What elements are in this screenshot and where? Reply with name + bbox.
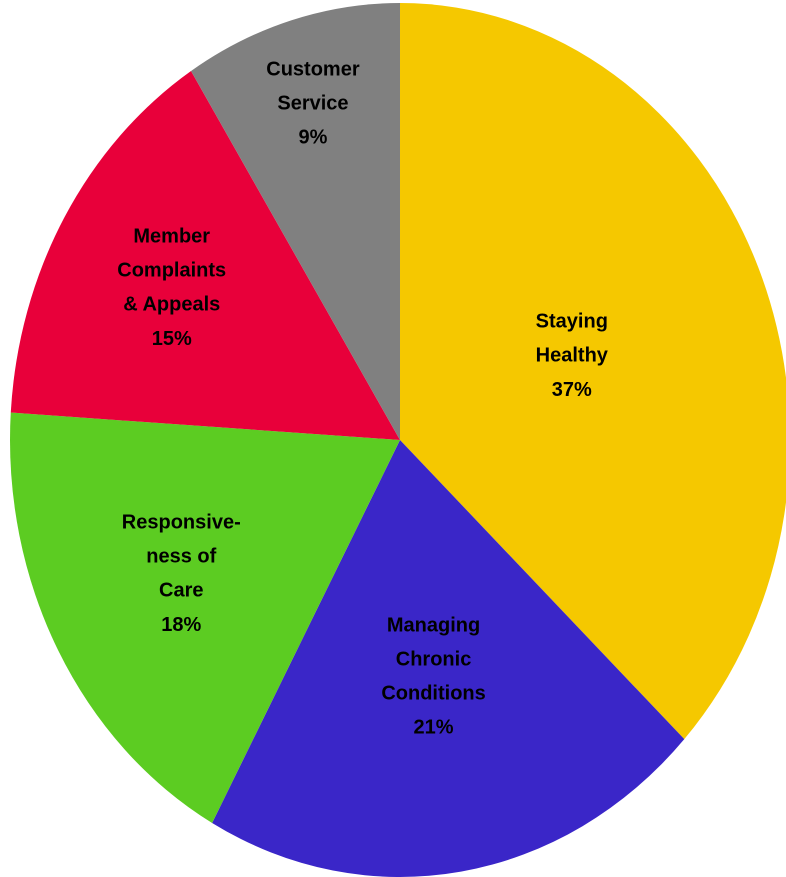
slice-label-line: Managing <box>387 615 480 637</box>
slice-label-line: Customer <box>266 59 360 81</box>
pie-slice <box>10 71 401 441</box>
pie-slice <box>400 3 786 740</box>
slice-label: Responsive-ness of Care <box>122 512 241 602</box>
pie-slice <box>191 3 400 440</box>
slice-label-line: Care <box>159 580 203 602</box>
slice-label-line: Chronic <box>396 649 472 671</box>
value-label: 21% <box>414 717 454 739</box>
pie-slice <box>212 440 685 877</box>
value-label: 9% <box>299 127 328 149</box>
pie-slice <box>9 412 400 823</box>
slice-label-line: Staying <box>536 311 608 333</box>
slice-label: Managing Chronic Conditions <box>381 615 485 705</box>
value-label: 18% <box>161 614 201 636</box>
slice-label-line: Complaints <box>117 260 226 282</box>
slice-label-line: Member <box>133 226 210 248</box>
slice-label-line: Service <box>277 93 348 115</box>
value-label: 15% <box>152 328 192 350</box>
slice-label: Member Complaints & Appeals <box>117 226 226 316</box>
slice-label-line: Conditions <box>381 683 485 705</box>
value-label: 37% <box>552 379 592 401</box>
slice-label-line: Responsive- <box>122 512 241 534</box>
slice-label: Customer Service <box>266 59 360 115</box>
slice-label-line: ness of <box>146 546 216 568</box>
slice-label-line: & Appeals <box>123 294 220 316</box>
slice-label: Staying Healthy <box>536 311 609 367</box>
slice-label-line: Healthy <box>536 345 609 367</box>
